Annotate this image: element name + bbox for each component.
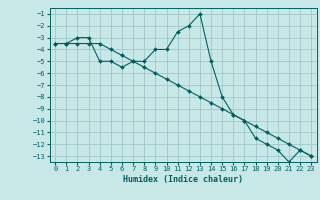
X-axis label: Humidex (Indice chaleur): Humidex (Indice chaleur) [123, 175, 243, 184]
